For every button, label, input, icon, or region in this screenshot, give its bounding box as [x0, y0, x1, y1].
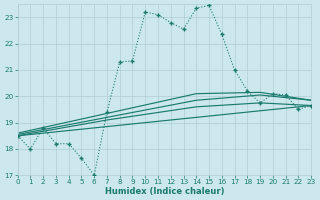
X-axis label: Humidex (Indice chaleur): Humidex (Indice chaleur): [105, 187, 224, 196]
